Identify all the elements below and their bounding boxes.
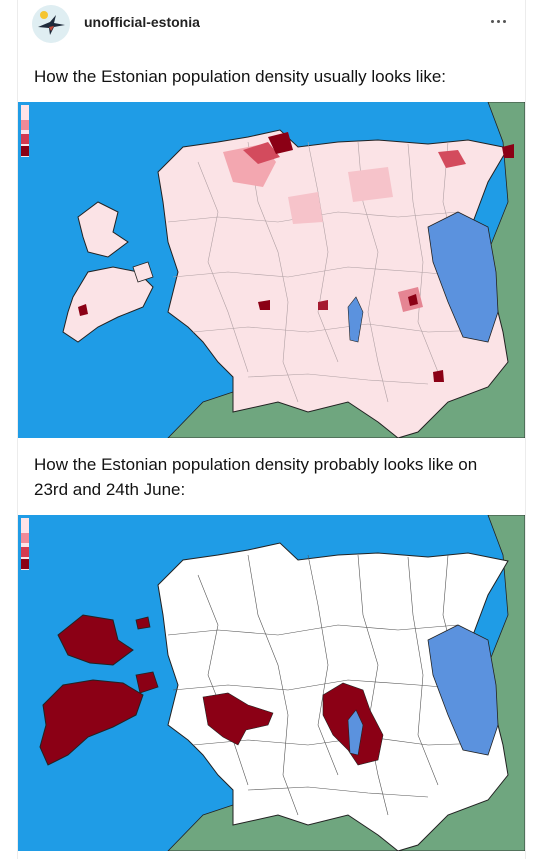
post-header: unofficial-estonia	[18, 0, 525, 46]
post-card: unofficial-estonia How the Estonian popu…	[17, 0, 526, 859]
swallow-avatar-icon[interactable]	[32, 5, 70, 43]
ellipsis-icon[interactable]	[485, 12, 511, 30]
population-density-map-normal	[18, 102, 525, 438]
population-density-map-midsummer	[18, 515, 525, 851]
post-caption-1: How the Estonian population density usua…	[34, 67, 447, 86]
blog-name-link[interactable]: unofficial-estonia	[84, 14, 200, 30]
post-caption-2: How the Estonian population density prob…	[34, 455, 478, 499]
